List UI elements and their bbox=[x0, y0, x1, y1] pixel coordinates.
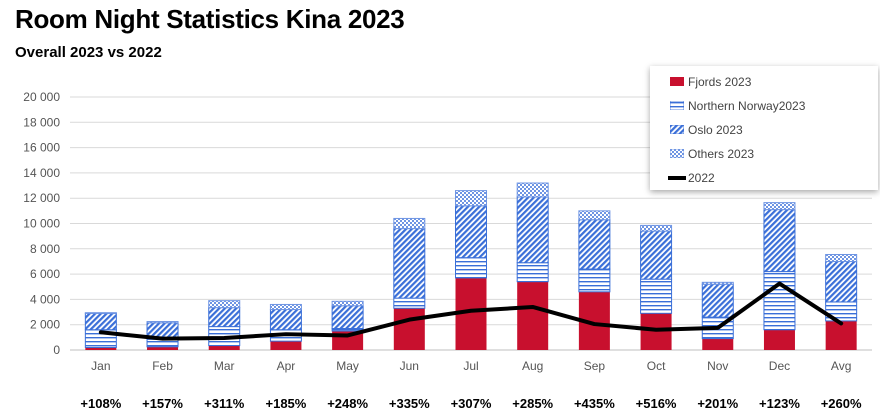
x-tick-label: May bbox=[336, 359, 359, 373]
x-tick-label: Nov bbox=[707, 359, 728, 373]
bar-oslo-2023 bbox=[701, 283, 734, 318]
bar-fjords-2023 bbox=[147, 346, 179, 350]
growth-label: +201% bbox=[697, 396, 738, 411]
bar-others-2023 bbox=[455, 190, 487, 207]
bar-fjords-2023 bbox=[517, 281, 549, 350]
legend-swatch-northern-norway bbox=[670, 101, 684, 110]
bar-oslo-2023 bbox=[516, 196, 549, 264]
bar-fjords-2023 bbox=[825, 320, 857, 350]
growth-label: +185% bbox=[266, 396, 307, 411]
legend-label: Others 2023 bbox=[688, 147, 755, 161]
bar-oslo-2023 bbox=[640, 230, 673, 280]
bar-oslo-2023 bbox=[331, 305, 364, 329]
bar-others-2023 bbox=[701, 281, 734, 285]
bar-northern-norway2023 bbox=[516, 262, 549, 283]
growth-label: +335% bbox=[389, 396, 430, 411]
bar-fjords-2023 bbox=[208, 345, 240, 350]
bar-fjords-2023 bbox=[393, 308, 425, 350]
legend-swatch-others bbox=[670, 149, 684, 158]
legend-swatch-fjords bbox=[670, 77, 684, 86]
bar-oslo-2023 bbox=[393, 228, 426, 299]
bar-others-2023 bbox=[578, 210, 611, 221]
bar-others-2023 bbox=[208, 300, 241, 309]
bar-oslo-2023 bbox=[84, 312, 117, 331]
growth-label: +123% bbox=[759, 396, 800, 411]
bar-oslo-2023 bbox=[208, 307, 241, 328]
legend-label: Fjords 2023 bbox=[688, 75, 752, 89]
bar-northern-norway2023 bbox=[640, 278, 673, 314]
x-tick-label: Jun bbox=[400, 359, 419, 373]
growth-label: +435% bbox=[574, 396, 615, 411]
x-tick-label: Aug bbox=[522, 359, 543, 373]
bar-northern-norway2023 bbox=[393, 297, 426, 309]
legend-swatch-2022 bbox=[668, 176, 686, 180]
y-tick-label: 12 000 bbox=[23, 191, 60, 205]
legend-swatch-oslo bbox=[670, 125, 684, 134]
legend-item-oslo: Oslo 2023 bbox=[670, 122, 743, 138]
y-tick-label: 18 000 bbox=[23, 115, 60, 129]
x-tick-label: Mar bbox=[214, 359, 235, 373]
x-tick-label: Jul bbox=[463, 359, 478, 373]
bar-oslo-2023 bbox=[269, 309, 302, 331]
growth-label: +516% bbox=[636, 396, 677, 411]
y-tick-label: 14 000 bbox=[23, 166, 60, 180]
bar-oslo-2023 bbox=[825, 260, 858, 303]
x-tick-label: Jan bbox=[91, 359, 110, 373]
bar-oslo-2023 bbox=[455, 205, 487, 259]
bar-others-2023 bbox=[146, 321, 179, 324]
bar-others-2023 bbox=[269, 303, 302, 311]
legend-item-2022: 2022 bbox=[668, 170, 715, 186]
y-tick-label: 16 000 bbox=[23, 141, 60, 155]
bar-northern-norway2023 bbox=[578, 268, 611, 293]
bar-northern-norway2023 bbox=[455, 257, 487, 279]
bar-others-2023 bbox=[516, 182, 549, 198]
y-tick-label: 2 000 bbox=[30, 318, 60, 332]
legend-item-fjords: Fjords 2023 bbox=[670, 74, 752, 90]
y-tick-label: 0 bbox=[53, 343, 60, 357]
bar-oslo-2023 bbox=[578, 219, 611, 270]
legend-label: 2022 bbox=[688, 171, 715, 185]
chart-legend: Fjords 2023 Northern Norway2023 Oslo 202… bbox=[650, 66, 878, 190]
x-tick-label: Apr bbox=[277, 359, 296, 373]
bar-oslo-2023 bbox=[763, 209, 796, 273]
legend-label: Northern Norway2023 bbox=[688, 99, 806, 113]
x-tick-label: Avg bbox=[831, 359, 851, 373]
bar-fjords-2023 bbox=[763, 329, 795, 350]
legend-item-northern-norway: Northern Norway2023 bbox=[670, 98, 806, 114]
y-tick-label: 8 000 bbox=[30, 242, 60, 256]
growth-label: +157% bbox=[142, 396, 183, 411]
y-tick-label: 10 000 bbox=[23, 217, 60, 231]
bar-others-2023 bbox=[640, 224, 673, 232]
chart-subtitle: Overall 2023 vs 2022 bbox=[15, 44, 162, 61]
bar-others-2023 bbox=[393, 217, 426, 230]
bar-fjords-2023 bbox=[270, 341, 302, 350]
x-tick-label: Feb bbox=[152, 359, 173, 373]
bar-others-2023 bbox=[331, 300, 364, 307]
bar-others-2023 bbox=[763, 202, 796, 211]
bar-others-2023 bbox=[825, 253, 858, 262]
growth-label: +311% bbox=[204, 396, 245, 411]
growth-label: +108% bbox=[80, 396, 121, 411]
bar-northern-norway2023 bbox=[763, 271, 796, 331]
x-tick-label: Sep bbox=[584, 359, 606, 373]
growth-label: +307% bbox=[451, 396, 492, 411]
bar-others-2023 bbox=[84, 312, 117, 314]
line-2022 bbox=[98, 281, 844, 341]
y-tick-label: 20 000 bbox=[23, 90, 60, 104]
x-tick-label: Oct bbox=[647, 359, 666, 373]
growth-label: +285% bbox=[512, 396, 553, 411]
x-tick-label: Dec bbox=[769, 359, 790, 373]
bar-fjords-2023 bbox=[702, 338, 734, 350]
y-tick-label: 4 000 bbox=[30, 292, 60, 306]
growth-label: +248% bbox=[327, 396, 368, 411]
legend-label: Oslo 2023 bbox=[688, 123, 743, 137]
bar-fjords-2023 bbox=[85, 347, 117, 350]
y-tick-label: 6 000 bbox=[30, 267, 60, 281]
chart-title: Room Night Statistics Kina 2023 bbox=[15, 4, 405, 34]
growth-label: +260% bbox=[821, 396, 862, 411]
legend-item-others: Others 2023 bbox=[670, 146, 755, 162]
